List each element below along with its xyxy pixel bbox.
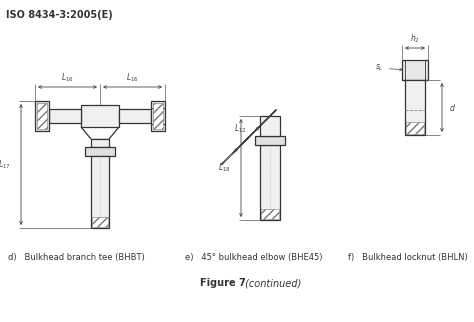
Bar [255, 136, 285, 145]
Text: (continued): (continued) [242, 278, 301, 288]
Bar [153, 103, 163, 129]
Text: Figure 7: Figure 7 [200, 278, 246, 288]
Text: $L_{12}$: $L_{12}$ [235, 123, 247, 135]
Bar [406, 122, 424, 134]
Polygon shape [221, 138, 248, 165]
Text: f)   Bulkhead locknut (BHLN): f) Bulkhead locknut (BHLN) [348, 253, 468, 262]
Text: $L_{16}$: $L_{16}$ [126, 71, 139, 84]
Bar [92, 217, 108, 227]
Bar [402, 60, 428, 80]
Text: $h_2$: $h_2$ [410, 33, 420, 45]
Text: $L_{18}$: $L_{18}$ [219, 162, 231, 174]
Bar [85, 147, 115, 156]
Bar [91, 156, 109, 228]
Bar [260, 145, 280, 220]
Bar [91, 139, 109, 147]
Bar [260, 116, 280, 136]
Bar [405, 80, 425, 135]
Text: d)   Bulkhead branch tee (BHBT): d) Bulkhead branch tee (BHBT) [8, 253, 145, 262]
Polygon shape [234, 109, 276, 152]
Bar [261, 209, 279, 219]
Text: ISO 8434-3:2005(E): ISO 8434-3:2005(E) [6, 10, 113, 20]
Text: $L_{16}$: $L_{16}$ [61, 71, 74, 84]
Text: $d$: $d$ [449, 102, 456, 113]
Text: $L_{17}$: $L_{17}$ [0, 158, 11, 171]
Bar [151, 101, 165, 131]
Bar [119, 109, 151, 123]
Text: $s_L$: $s_L$ [375, 63, 402, 73]
Bar [37, 103, 47, 129]
Bar [49, 109, 81, 123]
Bar [81, 105, 119, 127]
Text: e)   45° bulkhead elbow (BHE45): e) 45° bulkhead elbow (BHE45) [185, 253, 322, 262]
Bar [35, 101, 49, 131]
